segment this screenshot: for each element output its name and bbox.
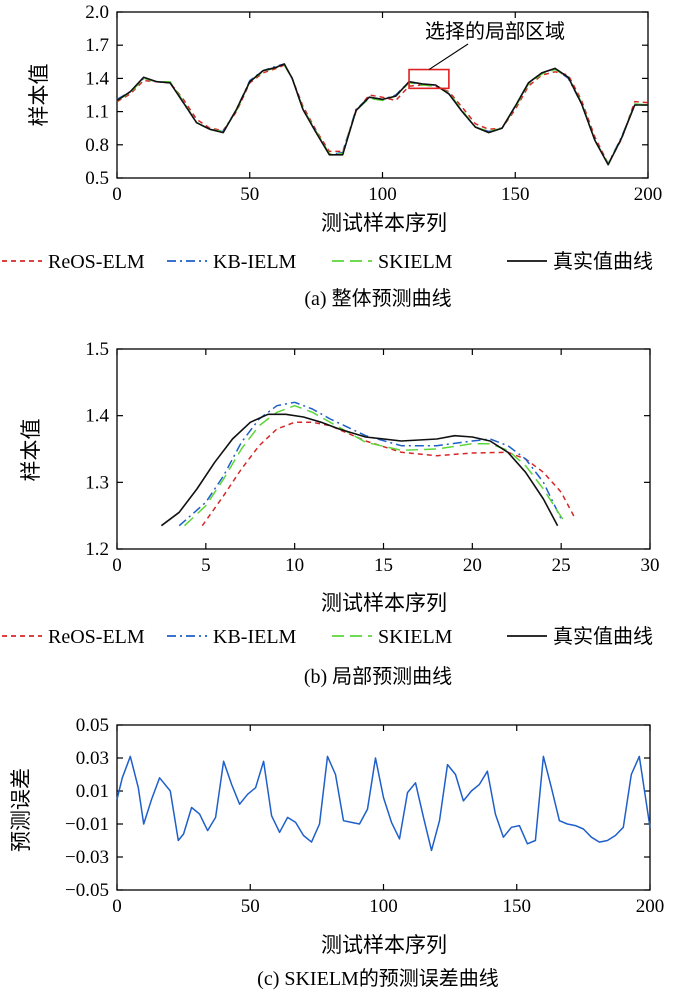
- panel-c-ylabel: 预测误差: [9, 768, 33, 852]
- panel-c-plot: 0 50 100 150 200 −0.05 −0.03 −0.01 0.01 0.03 0.05: [65, 715, 664, 917]
- panel-b-series-skielm: [183, 404, 566, 527]
- panel-c-ytick-label: −0.05: [65, 880, 109, 901]
- panel-c-ytick-label: −0.03: [65, 847, 109, 868]
- legend-a: ReOS-ELM KB-IELM SKIELM 真实值曲线: [2, 250, 653, 273]
- legend-b-label-reos-elm: ReOS-ELM: [48, 626, 145, 648]
- panel-c-ytick-label: 0.05: [76, 715, 109, 736]
- panel-b-ytick-label: 1.3: [85, 472, 109, 493]
- panel-c-ytick-label: 0.01: [76, 781, 109, 802]
- panel-a-ytick-label: 1.4: [85, 68, 109, 89]
- panel-c-frame: [116, 724, 651, 891]
- panel-b-xtick-label: 5: [201, 555, 211, 576]
- panel-b-xtick-label: 20: [463, 555, 482, 576]
- panel-a-annotation: 选择的局部区域: [425, 20, 565, 43]
- panel-c-caption: (c) SKIELM的预测误差曲线: [257, 967, 499, 990]
- panel-c-ytick-label: 0.03: [76, 748, 109, 769]
- panel-a-xtick-label: 50: [240, 184, 259, 205]
- panel-a-series-true-value: [116, 63, 648, 166]
- legend-b-label-skielm: SKIELM: [378, 626, 453, 648]
- legend-a-label-true-value: 真实值曲线: [553, 250, 653, 273]
- panel-b-xtick-label: 15: [374, 555, 393, 576]
- panel-a-xlabel: 测试样本序列: [321, 211, 447, 235]
- panel-c-xtick-label: 100: [369, 896, 398, 917]
- panel-c-xtick-label: 50: [241, 896, 260, 917]
- panel-b-ytick-label: 1.4: [85, 406, 109, 427]
- panel-b-xtick-label: 10: [285, 555, 304, 576]
- legend-a-label-reos-elm: ReOS-ELM: [48, 251, 145, 273]
- panel-a-ytick-label: 1.7: [85, 35, 109, 56]
- panel-b-series-true-value: [160, 413, 559, 527]
- panel-a-xtick-label: 150: [501, 184, 530, 205]
- panel-c-series-skielm: [116, 755, 651, 852]
- panel-a-xtick-label: 100: [368, 184, 397, 205]
- legend-b: ReOS-ELM KB-IELM SKIELM 真实值曲线: [2, 625, 653, 648]
- panel-a-ytick-label: 2.0: [85, 2, 109, 23]
- panel-c-xtick-label: 150: [503, 896, 532, 917]
- panel-a: 样本值 0 50 100 150 200 0.5 0.8 1.1 1.4 1.7 2.0 测试样本序…: [27, 2, 662, 235]
- panel-c-xtick-label: 200: [636, 896, 665, 917]
- panel-a-xtick-label: 0: [112, 184, 122, 205]
- panel-b-ytick-label: 1.5: [85, 339, 109, 360]
- panel-c: 预测误差 0 50 100 150 200 −0.05 −0.03 −0.01 0.01 0.03…: [9, 715, 664, 957]
- panel-a-ytick-label: 0.5: [85, 168, 109, 189]
- legend-a-label-skielm: SKIELM: [378, 251, 453, 273]
- legend-a-label-kb-ielm: KB-IELM: [213, 251, 297, 273]
- panel-b-ylabel: 样本值: [19, 419, 43, 482]
- panel-c-xtick-label: 0: [112, 896, 122, 917]
- panel-b-caption: (b) 局部预测曲线: [304, 665, 452, 688]
- panel-b-ytick-label: 1.2: [85, 539, 109, 560]
- panel-b-frame: [116, 348, 651, 550]
- panel-a-caption: (a) 整体预测曲线: [304, 287, 451, 310]
- panel-b-series-kb-ielm: [178, 401, 562, 527]
- panel-b-plot: 0 5 10 15 20 25 30 1.2 1.3 1.4 1.5: [85, 339, 659, 576]
- panel-a-annotation-leader: [428, 43, 469, 71]
- panel-b-series-reos-elm: [201, 421, 577, 527]
- panel-c-xlabel: 测试样本序列: [321, 933, 447, 957]
- panel-b: 样本值 0 5 10 15 20 25 30 1.2 1.3 1.4 1.5 测试样本序列: [19, 339, 660, 615]
- panel-a-plot: 0 50 100 150 200 0.5 0.8 1.1 1.4 1.7 2.0: [85, 2, 662, 205]
- panel-a-frame: [116, 11, 649, 179]
- panel-b-xtick-label: 30: [641, 555, 660, 576]
- legend-b-label-kb-ielm: KB-IELM: [213, 626, 297, 648]
- panel-a-series-reos-elm: [116, 64, 649, 165]
- panel-a-ytick-label: 0.8: [85, 135, 109, 156]
- legend-b-label-true-value: 真实值曲线: [553, 625, 653, 648]
- panel-b-xtick-label: 0: [112, 555, 122, 576]
- panel-a-ylabel: 样本值: [27, 64, 51, 127]
- panel-c-ytick-label: −0.01: [65, 814, 109, 835]
- panel-a-ytick-label: 1.1: [85, 102, 109, 123]
- panel-a-xtick-label: 200: [634, 184, 663, 205]
- panel-b-xlabel: 测试样本序列: [321, 591, 447, 615]
- panel-b-xtick-label: 25: [552, 555, 571, 576]
